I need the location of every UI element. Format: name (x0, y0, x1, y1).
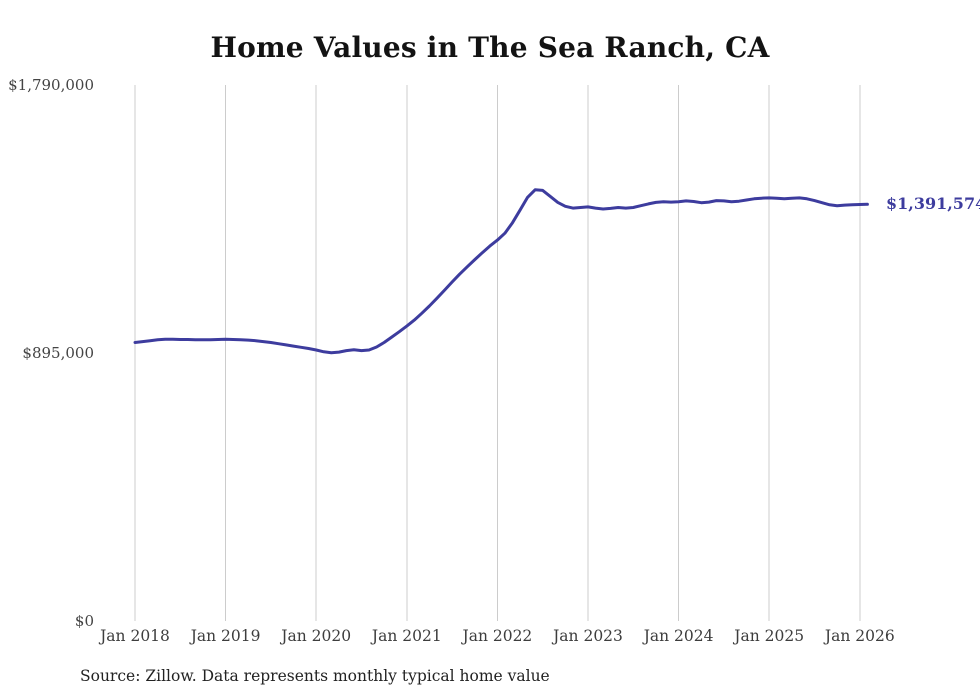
x-tick-label: Jan 2019 (190, 627, 261, 645)
source-note: Source: Zillow. Data represents monthly … (80, 667, 550, 685)
x-tick-label: Jan 2018 (100, 627, 170, 645)
y-tick-label: $1,790,000 (8, 76, 94, 94)
x-tick-label: Jan 2021 (371, 627, 442, 645)
x-tick-label: Jan 2022 (462, 627, 533, 645)
x-tick-label: Jan 2020 (281, 627, 352, 645)
x-tick-label: Jan 2026 (824, 627, 895, 645)
current-value-label: $1,391,574 (886, 194, 980, 214)
home-value-line (133, 188, 869, 355)
chart-title: Home Values in The Sea Ranch, CA (210, 31, 770, 64)
y-tick-label: $895,000 (22, 344, 94, 362)
x-tick-label: Jan 2025 (734, 627, 805, 645)
x-tick-label: Jan 2023 (553, 627, 623, 645)
y-tick-label: $0 (74, 612, 94, 630)
x-tick-label: Jan 2024 (643, 627, 714, 645)
